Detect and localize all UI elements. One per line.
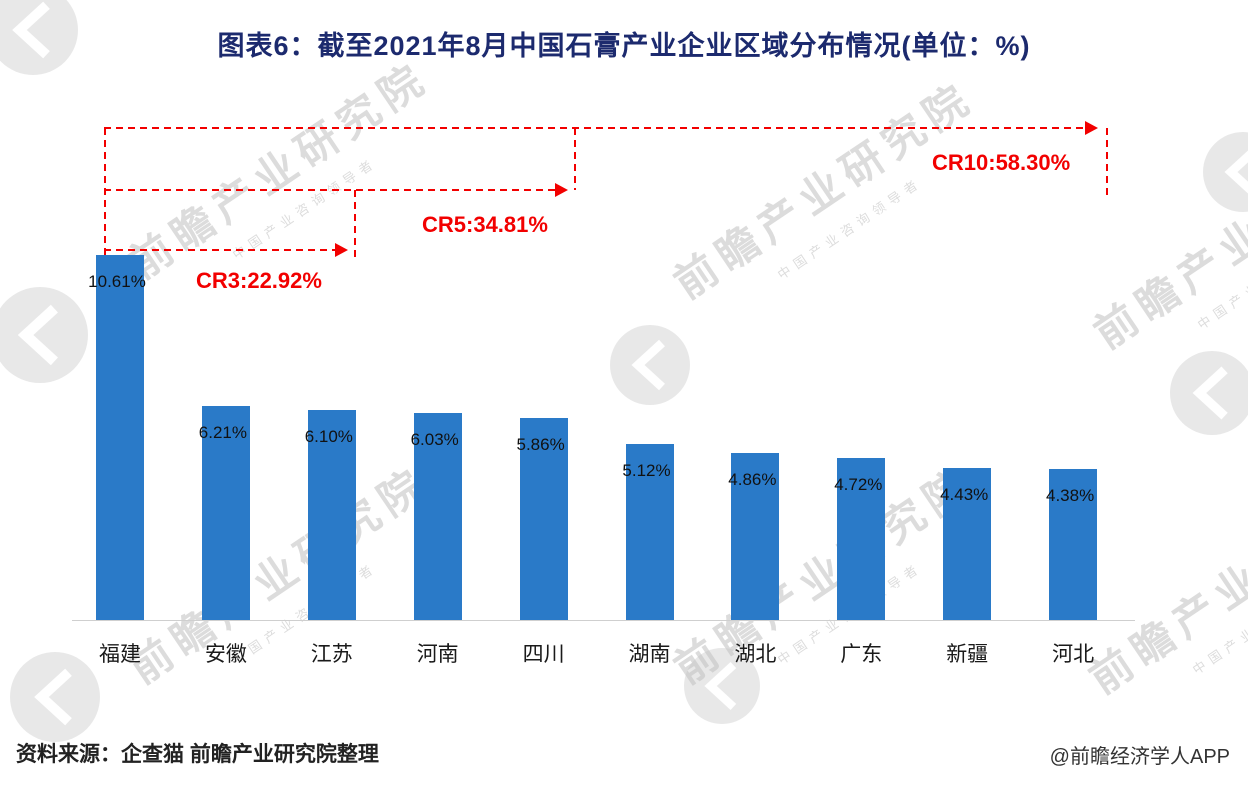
bar-category-label: 安徽 <box>204 643 247 666</box>
bar-value-label: 6.03% <box>410 430 459 449</box>
bar <box>731 453 780 620</box>
bar-category-label: 广东 <box>840 643 883 666</box>
watermark-sub-text: 中国产业咨询领导者 <box>1189 569 1248 678</box>
watermark-sub-text: 中国产业咨询领导者 <box>1194 224 1248 333</box>
bar-value-label: 10.61% <box>88 272 146 291</box>
bar-value-label: 4.72% <box>834 475 883 494</box>
watermark-main-text: 前瞻产业研究院 <box>1085 122 1248 358</box>
cr10-bracket-end-line <box>1106 128 1108 196</box>
bar <box>837 458 886 620</box>
bar-value-label: 6.10% <box>304 427 353 446</box>
bar-value-label: 5.12% <box>622 461 671 480</box>
bar-category-label: 新疆 <box>946 643 989 666</box>
bar <box>943 468 992 620</box>
bar-value-label: 5.86% <box>516 435 565 454</box>
bar <box>307 410 356 620</box>
bar-category-label: 福建 <box>99 643 141 666</box>
bar-value-label: 4.86% <box>728 470 777 489</box>
cr5-bracket-line <box>104 189 555 191</box>
chart-title: 图表6：截至2021年8月中国石膏产业企业区域分布情况(单位：%) <box>217 31 1031 61</box>
cr3-bracket-end-line <box>354 190 356 258</box>
cr5-bracket-end-line <box>574 128 576 190</box>
watermark-text: 前瞻产业研究院中国产业咨询领导者 <box>1060 101 1248 398</box>
bar-category-label: 江苏 <box>310 643 353 666</box>
watermark-main-text: 前瞻产业研究院 <box>120 457 438 693</box>
bar <box>201 406 250 620</box>
cr10-bracket-line <box>104 127 1085 129</box>
watermark-sub-text: 中国产业咨询领导者 <box>774 174 925 283</box>
x-axis-line <box>72 620 1135 621</box>
cr3-arrow-icon <box>335 243 348 257</box>
watermark-main-text: 前瞻产业研究院 <box>120 52 438 288</box>
bar <box>625 444 674 620</box>
watermark-text: 前瞻产业研究院中国产业咨询领导者 <box>640 51 1021 348</box>
bar-value-label: 4.38% <box>1045 486 1095 505</box>
credit-note: @前瞻经济学人APP <box>1049 746 1230 768</box>
cr10-label: CR10:58.30% <box>932 150 1071 175</box>
watermark-logo-icon <box>1170 351 1248 440</box>
bar-value-label: 6.21% <box>198 423 247 442</box>
bar-category-label: 湖南 <box>628 643 671 666</box>
watermark-logo-icon <box>610 325 690 410</box>
cr3-bracket-line <box>104 249 335 251</box>
watermark-logo-icon <box>1203 132 1248 217</box>
cr-bracket-left-line <box>104 128 106 256</box>
watermark-logo-icon <box>0 287 88 388</box>
bar-category-label: 四川 <box>522 643 565 666</box>
bar <box>413 413 462 620</box>
bar-category-label: 河南 <box>416 643 459 666</box>
watermark-main-text: 前瞻产业研究院 <box>665 72 983 308</box>
cr5-label: CR5:34.81% <box>422 212 548 237</box>
bar <box>1049 469 1098 620</box>
cr10-arrow-icon <box>1085 121 1098 135</box>
bar <box>519 418 568 620</box>
bar-value-label: 4.43% <box>940 485 989 504</box>
cr5-arrow-icon <box>555 183 568 197</box>
bar <box>96 255 144 620</box>
bar-category-label: 河北 <box>1052 643 1095 666</box>
bar-category-label: 湖北 <box>734 643 777 666</box>
source-note: 资料来源：企查猫 前瞻产业研究院整理 <box>16 743 379 766</box>
cr3-label: CR3:22.92% <box>196 268 322 293</box>
